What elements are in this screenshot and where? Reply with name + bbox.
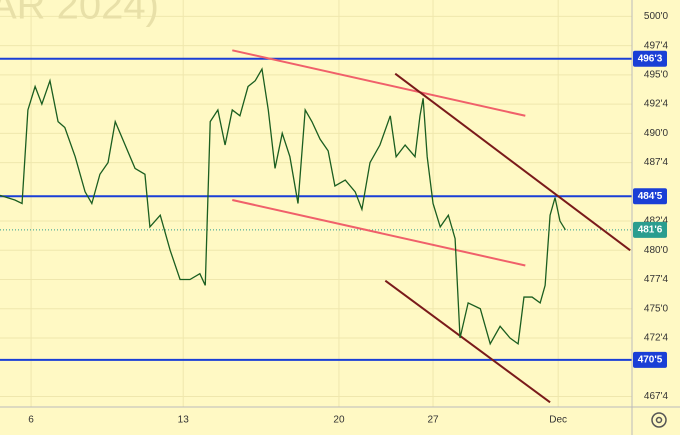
y-tick-label: 472'4 <box>644 333 669 344</box>
trend-line <box>232 199 526 267</box>
price-tag-label: 484'5 <box>638 191 663 202</box>
y-tick-label: 495'0 <box>644 69 669 80</box>
price-tag <box>633 221 667 238</box>
y-tick-label: 480'0 <box>644 245 669 256</box>
y-tick-label: 492'4 <box>644 99 669 110</box>
x-tick-label: 20 <box>333 415 345 426</box>
y-tick-label: 477'4 <box>644 274 669 285</box>
plot: 500'0 497'4 495'0 492'4 490'0 487'4 482'4 480'0… <box>0 0 669 426</box>
x-tick-label: 13 <box>178 415 190 426</box>
y-tick-label: 467'4 <box>644 391 669 402</box>
settings-ring[interactable] <box>651 412 667 428</box>
trend-line <box>384 279 551 404</box>
x-tick-label: 27 <box>427 415 439 426</box>
y-tick-label: 475'0 <box>644 303 669 314</box>
price-tag-label: 481'6 <box>638 224 663 235</box>
price-tag-label: 496'3 <box>638 53 663 64</box>
settings-icon[interactable] <box>651 412 667 428</box>
watermark: AR 2024) <box>0 0 159 28</box>
y-tick-label: 482'4 <box>644 216 669 227</box>
y-tick-label: 487'4 <box>644 157 669 168</box>
price-tag-label: 470'5 <box>638 355 663 366</box>
x-tick-label: 6 <box>28 415 34 426</box>
y-tick-label: 500'0 <box>644 11 669 22</box>
price-tag <box>633 50 667 67</box>
x-tick-label: Dec <box>549 415 567 426</box>
trend-line <box>394 72 631 252</box>
settings-hub[interactable] <box>655 416 663 424</box>
price-tag <box>633 188 667 205</box>
price-line <box>0 67 566 346</box>
y-tick-label: 490'0 <box>644 128 669 139</box>
trend-line <box>232 49 526 117</box>
price-tag <box>633 351 667 368</box>
y-tick-label: 497'4 <box>644 40 669 51</box>
